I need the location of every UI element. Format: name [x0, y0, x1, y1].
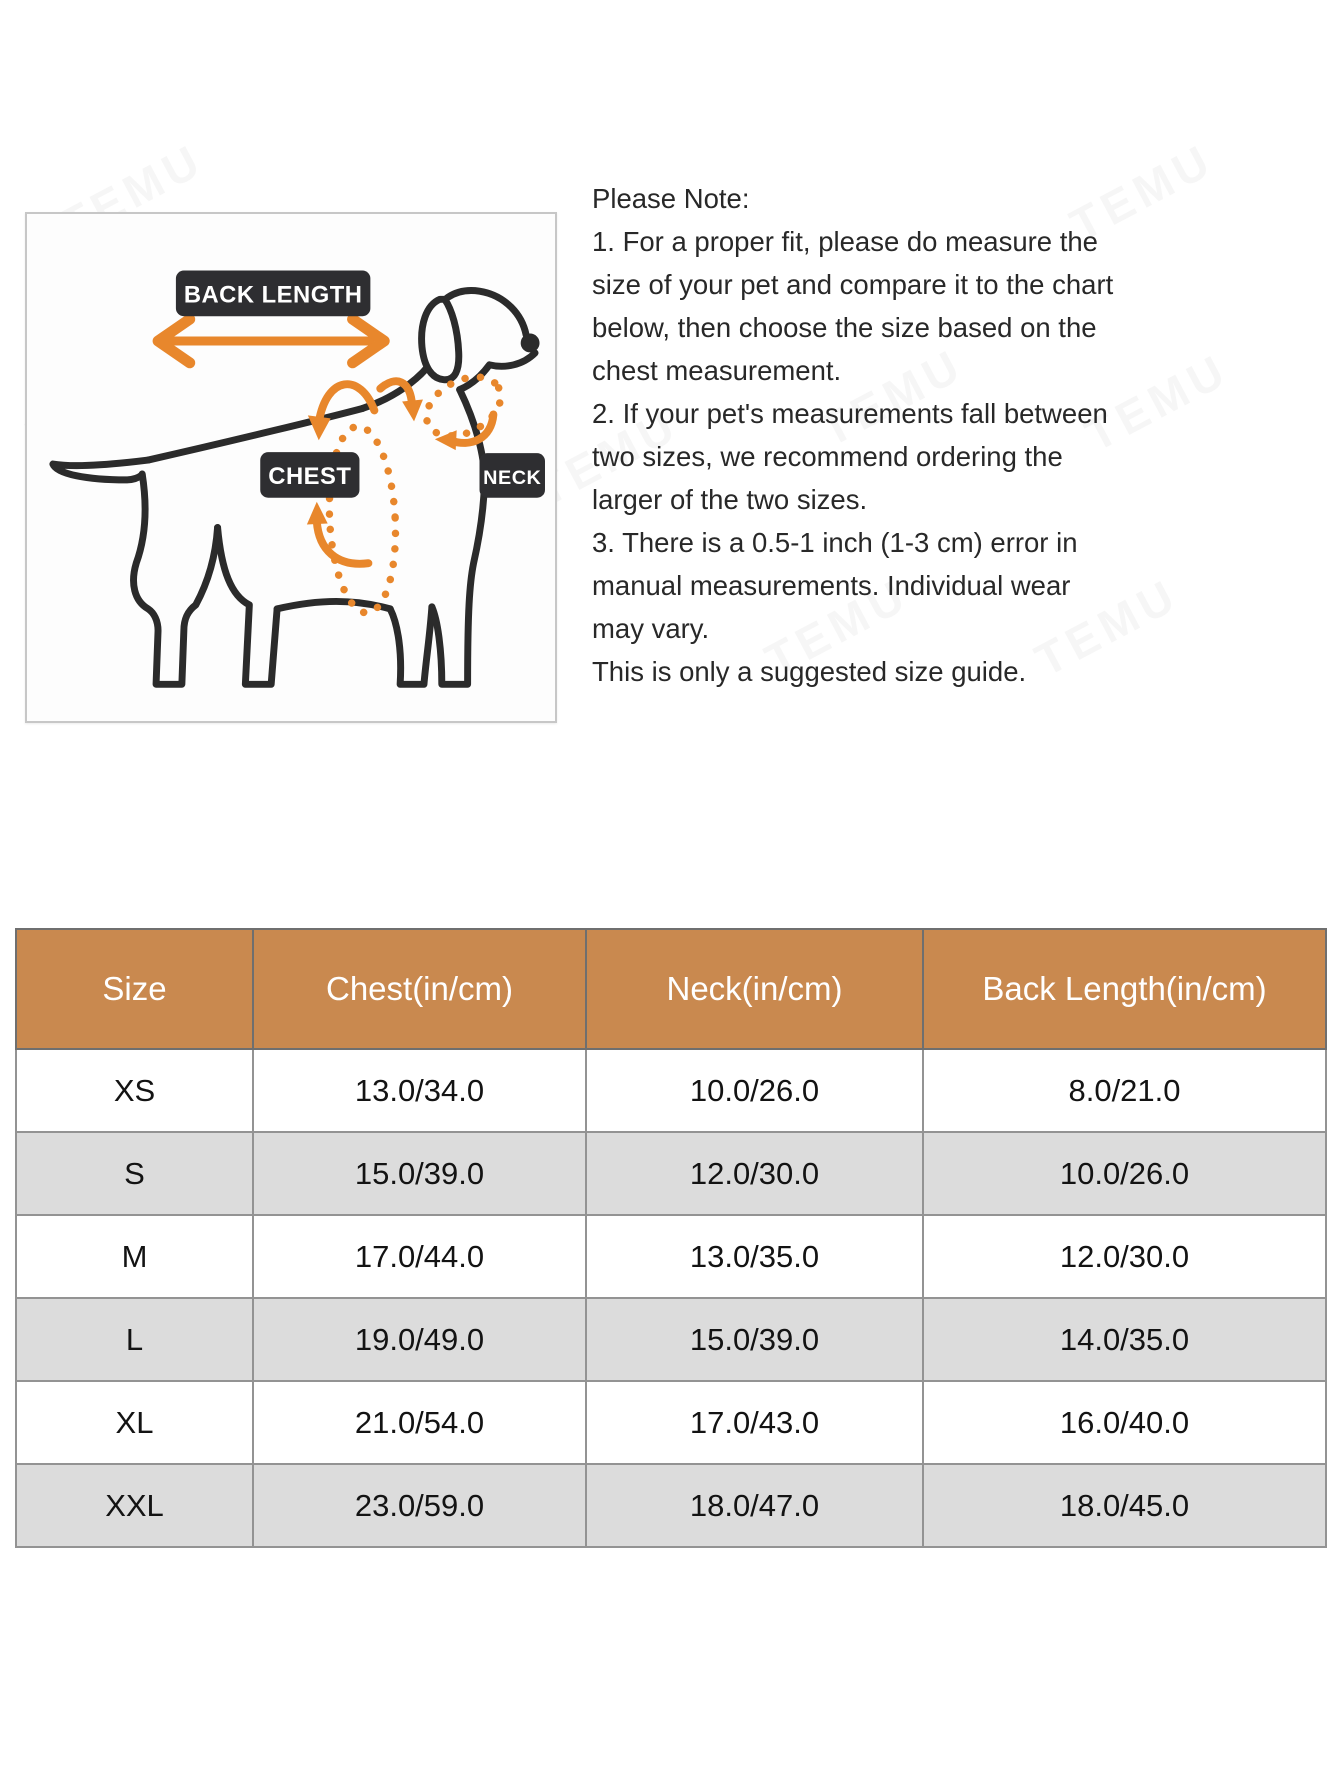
- chest-girth-dashed: [325, 422, 400, 617]
- cell-neck: 12.0/30.0: [585, 1131, 924, 1216]
- header-size: Size: [15, 928, 254, 1050]
- chest-label: CHEST: [260, 452, 360, 498]
- dog-nose: [520, 333, 540, 353]
- cell-chest: 15.0/39.0: [252, 1131, 587, 1216]
- cell-size: XL: [15, 1380, 254, 1465]
- note-line: may vary.: [592, 613, 710, 644]
- cell-chest: 17.0/44.0: [252, 1214, 587, 1299]
- table-row-xxl: XXL 23.0/59.0 18.0/47.0 18.0/45.0: [15, 1463, 1327, 1548]
- cell-size: S: [15, 1131, 254, 1216]
- cell-neck: 18.0/47.0: [585, 1463, 924, 1548]
- back-length-label: BACK LENGTH: [175, 270, 371, 317]
- note-line: larger of the two sizes.: [592, 484, 868, 515]
- note-line: below, then choose the size based on the: [592, 312, 1097, 343]
- cell-back: 10.0/26.0: [922, 1131, 1327, 1216]
- measure-arrows: [152, 313, 505, 617]
- note-line: size of your pet and compare it to the c…: [592, 269, 1114, 300]
- table-row-xs: XS 13.0/34.0 10.0/26.0 8.0/21.0: [15, 1048, 1327, 1133]
- note-line: manual measurements. Individual wear: [592, 570, 1071, 601]
- chest-label-text: CHEST: [268, 463, 351, 490]
- cell-chest: 19.0/49.0: [252, 1297, 587, 1382]
- header-chest: Chest(in/cm): [252, 928, 587, 1050]
- cell-size: XS: [15, 1048, 254, 1133]
- note-line: This is only a suggested size guide.: [592, 656, 1027, 687]
- note-title: Please Note:: [592, 183, 750, 214]
- note-block: Please Note: 1. For a proper fit, please…: [592, 177, 1113, 693]
- back-length-label-text: BACK LENGTH: [184, 281, 363, 308]
- cell-back: 16.0/40.0: [922, 1380, 1327, 1465]
- cell-back: 18.0/45.0: [922, 1463, 1327, 1548]
- size-chart-table: Size Chest(in/cm) Neck(in/cm) Back Lengt…: [15, 928, 1327, 1548]
- dog-diagram-svg: BACK LENGTH CHEST NECK: [49, 270, 545, 688]
- cell-back: 14.0/35.0: [922, 1297, 1327, 1382]
- cell-neck: 15.0/39.0: [585, 1297, 924, 1382]
- neck-label: NECK: [479, 453, 545, 498]
- cell-size: M: [15, 1214, 254, 1299]
- header-back-length: Back Length(in/cm): [922, 928, 1327, 1050]
- cell-back: 8.0/21.0: [922, 1048, 1327, 1133]
- measurement-diagram: BACK LENGTH CHEST NECK: [25, 212, 557, 723]
- table-row-l: L 19.0/49.0 15.0/39.0 14.0/35.0: [15, 1297, 1327, 1382]
- cell-chest: 13.0/34.0: [252, 1048, 587, 1133]
- cell-size: XXL: [15, 1463, 254, 1548]
- cell-neck: 10.0/26.0: [585, 1048, 924, 1133]
- note-line: chest measurement.: [592, 355, 842, 386]
- header-neck: Neck(in/cm): [585, 928, 924, 1050]
- note-line: 3. There is a 0.5-1 inch (1-3 cm) error …: [592, 527, 1078, 558]
- cell-neck: 13.0/35.0: [585, 1214, 924, 1299]
- neck-girth-dashed: [422, 373, 505, 440]
- cell-back: 12.0/30.0: [922, 1214, 1327, 1299]
- cell-size: L: [15, 1297, 254, 1382]
- cell-chest: 23.0/59.0: [252, 1463, 587, 1548]
- table-row-s: S 15.0/39.0 12.0/30.0 10.0/26.0: [15, 1131, 1327, 1216]
- table-header-row: Size Chest(in/cm) Neck(in/cm) Back Lengt…: [15, 928, 1327, 1050]
- cell-neck: 17.0/43.0: [585, 1380, 924, 1465]
- neck-label-text: NECK: [483, 467, 541, 489]
- note-line: 1. For a proper fit, please do measure t…: [592, 226, 1098, 257]
- table-row-m: M 17.0/44.0 13.0/35.0 12.0/30.0: [15, 1214, 1327, 1299]
- note-line: two sizes, we recommend ordering the: [592, 441, 1063, 472]
- note-line: 2. If your pet's measurements fall betwe…: [592, 398, 1108, 429]
- cell-chest: 21.0/54.0: [252, 1380, 587, 1465]
- table-row-xl: XL 21.0/54.0 17.0/43.0 16.0/40.0: [15, 1380, 1327, 1465]
